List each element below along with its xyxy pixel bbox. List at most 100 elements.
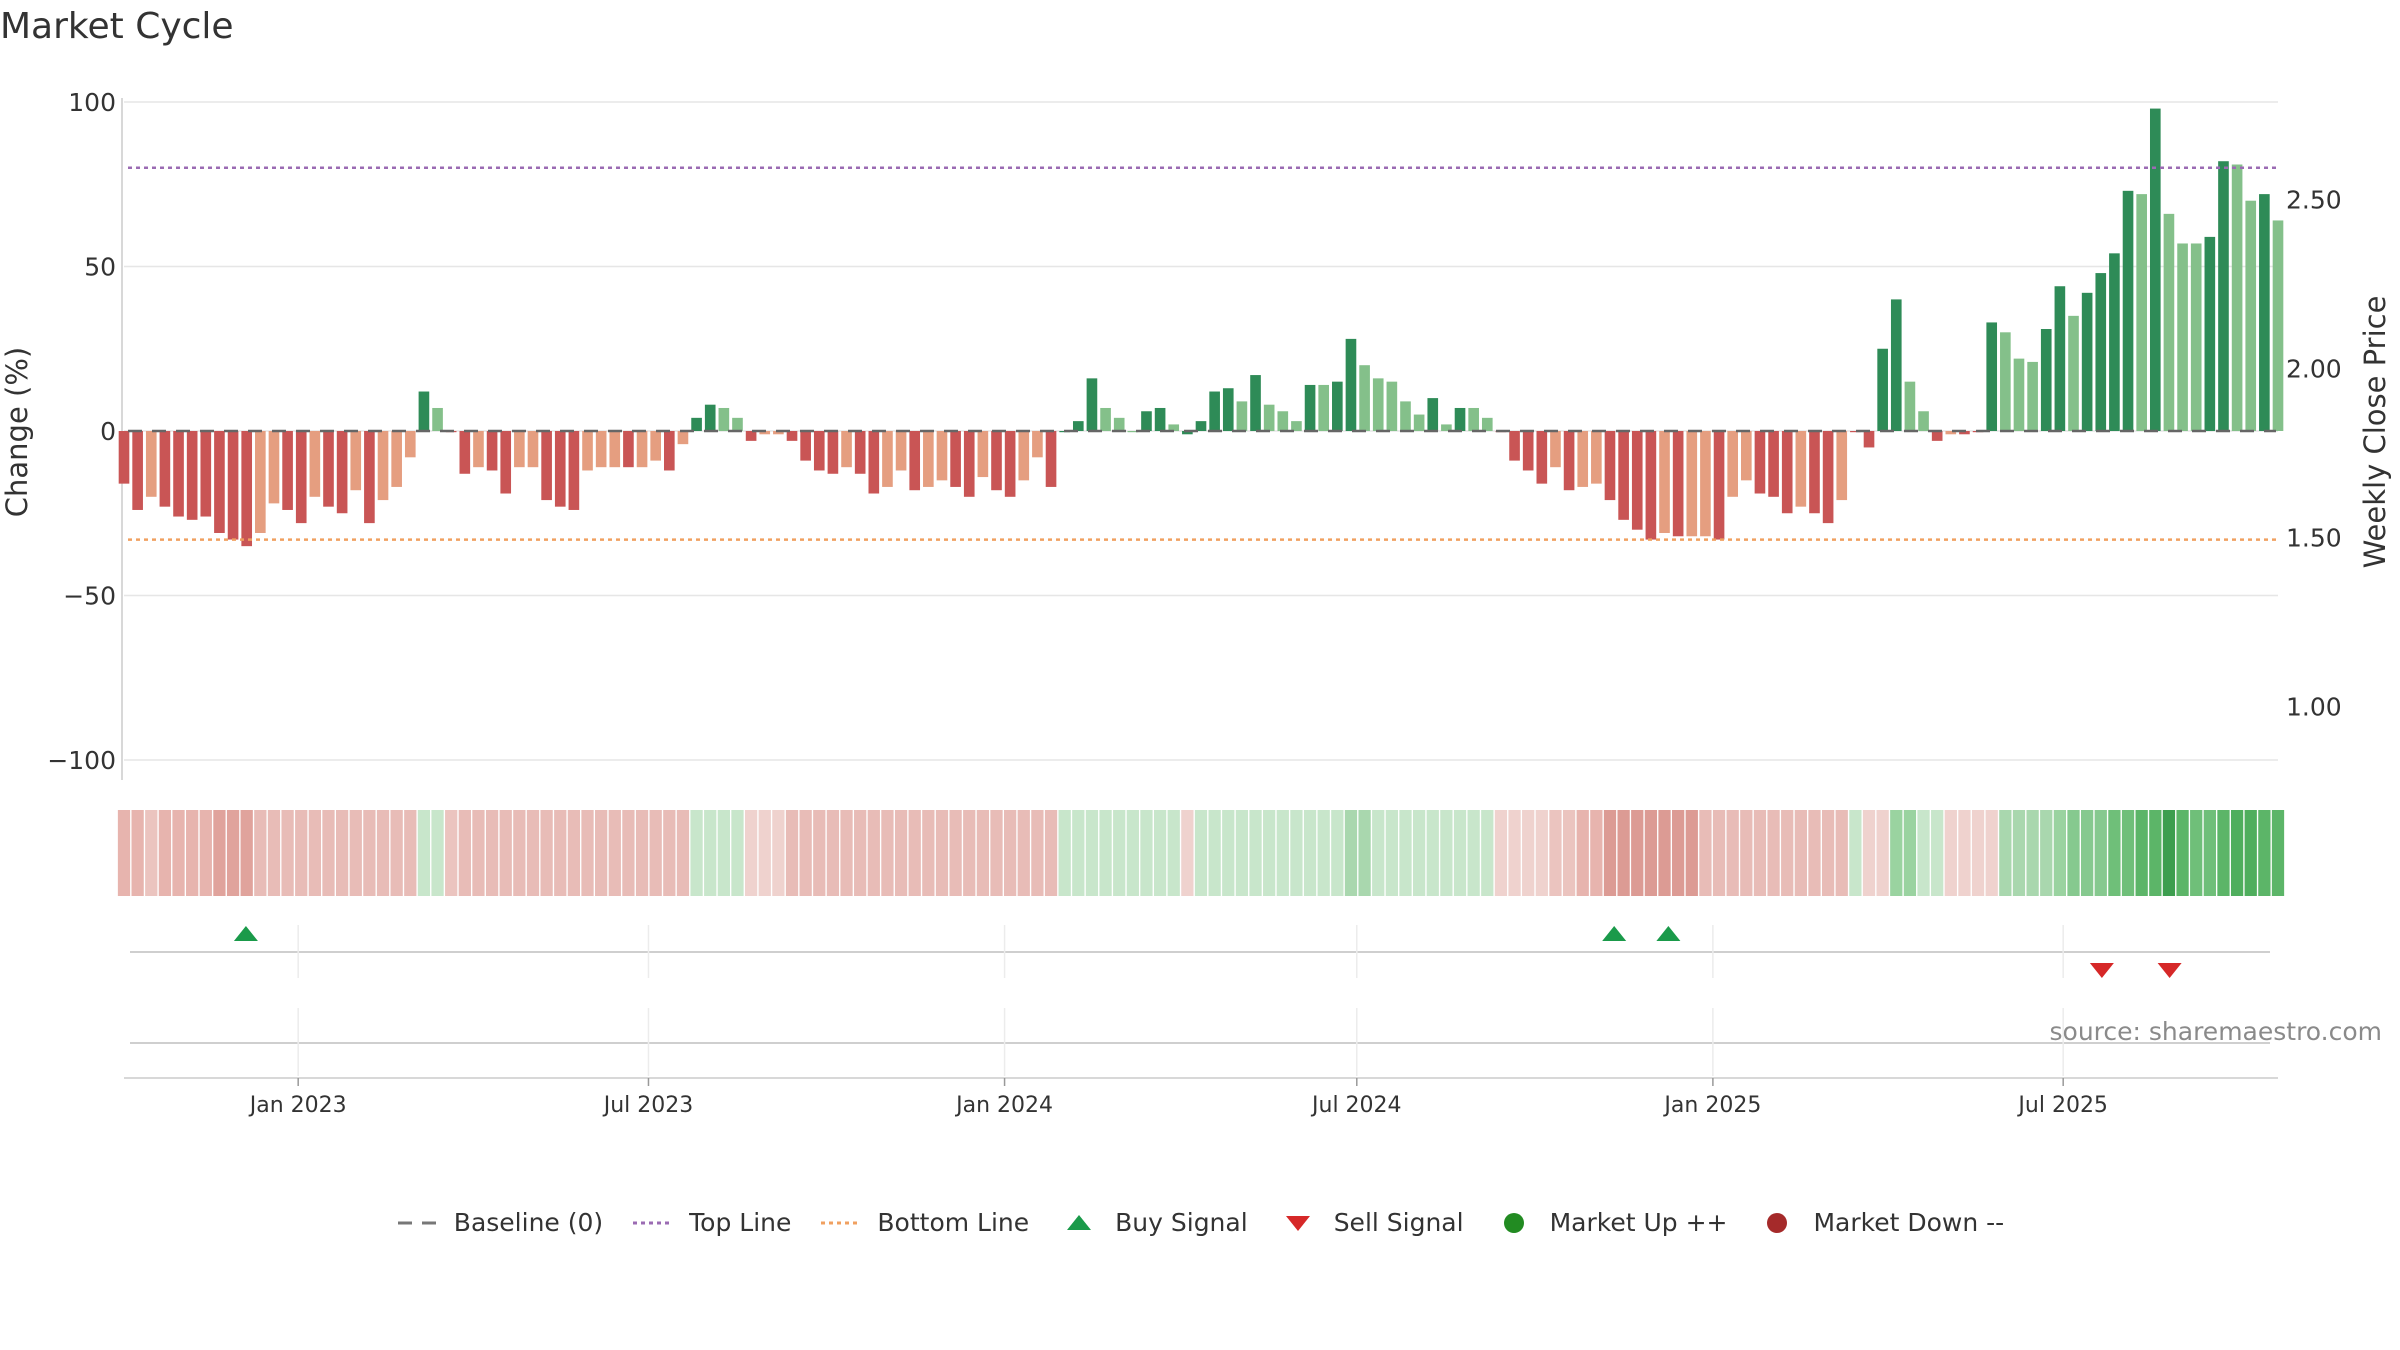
heat-cell xyxy=(254,810,267,896)
heat-cell xyxy=(949,810,962,896)
x-tick-label: Jul 2024 xyxy=(1310,1093,1402,1118)
heat-cell xyxy=(2026,810,2039,896)
change-bar xyxy=(418,391,430,431)
change-bar xyxy=(1509,431,1520,461)
heat-cell xyxy=(731,810,744,896)
heat-cell xyxy=(1385,810,1398,896)
heat-cell xyxy=(2230,810,2244,896)
heat-cell xyxy=(363,810,376,896)
change-bar xyxy=(1045,431,1057,487)
change-bar xyxy=(391,431,402,487)
change-bar xyxy=(2013,358,2025,431)
change-bar xyxy=(145,431,157,497)
heat-cell xyxy=(1031,810,1044,896)
change-bar xyxy=(2272,220,2284,431)
change-bar xyxy=(773,431,784,435)
y2-axis-ticks: 2.50 2.00 1.50 1.00 xyxy=(2286,186,2342,722)
change-bar xyxy=(650,431,662,461)
change-bar xyxy=(404,431,416,458)
heat-cell xyxy=(826,810,840,896)
change-bar xyxy=(1645,431,1657,540)
heat-cell xyxy=(1603,810,1617,896)
change-bar xyxy=(1727,431,1739,497)
change-bar xyxy=(936,431,948,481)
legend-label: Bottom Line xyxy=(877,1208,1030,1237)
heat-cell xyxy=(199,810,212,896)
heat-cell xyxy=(2108,810,2121,896)
heat-cell xyxy=(1958,810,1971,896)
change-bar xyxy=(2204,236,2216,431)
change-bar xyxy=(1018,431,1030,481)
legend-item: Bottom Line xyxy=(819,1208,1029,1237)
heat-cell xyxy=(1644,810,1658,896)
change-bar xyxy=(554,431,566,507)
heat-cell xyxy=(513,810,526,896)
buy-signal-marker xyxy=(1656,926,1681,941)
change-bar xyxy=(1100,407,1111,431)
change-bar xyxy=(1918,411,1929,431)
change-bar xyxy=(173,431,184,517)
change-bar xyxy=(1441,424,1452,431)
change-bar xyxy=(977,431,989,478)
heat-cell xyxy=(1426,810,1439,896)
heat-cell xyxy=(2190,810,2203,896)
heat-cell xyxy=(1535,810,1548,896)
heat-cell xyxy=(213,810,226,896)
change-bar xyxy=(1032,431,1043,458)
change-bar xyxy=(1836,431,1848,501)
change-bar xyxy=(1127,431,1139,433)
heat-cell xyxy=(335,810,349,896)
change-bar xyxy=(800,431,811,461)
y-axis-ticks: 100 50 0 −50 −100 xyxy=(47,88,116,775)
heat-cell xyxy=(1931,810,1944,896)
change-bar xyxy=(2245,200,2257,431)
change-bar xyxy=(118,431,130,484)
change-bar xyxy=(1700,431,1711,537)
change-bar xyxy=(827,431,839,474)
heat-strip xyxy=(117,810,2285,896)
change-bar xyxy=(1740,431,1752,481)
heat-cell xyxy=(1740,810,1753,896)
heat-cell xyxy=(581,810,594,896)
y2-tick-label: 2.00 xyxy=(2286,355,2342,384)
change-bar xyxy=(2068,315,2079,431)
heat-cell xyxy=(431,810,444,896)
heat-cell xyxy=(1481,810,1494,896)
change-bar xyxy=(1222,388,1234,431)
heat-cell xyxy=(499,810,512,896)
heat-cell xyxy=(376,810,390,896)
heat-cell xyxy=(1712,810,1726,896)
change-bar xyxy=(1563,431,1575,491)
change-bar xyxy=(527,431,539,468)
heat-cell xyxy=(1249,810,1262,896)
heat-cell xyxy=(267,810,281,896)
heat-cell xyxy=(908,810,921,896)
heat-cell xyxy=(1412,810,1426,896)
change-bar xyxy=(732,417,743,431)
change-bar xyxy=(813,431,825,471)
heat-cell xyxy=(744,810,758,896)
heat-cell xyxy=(1290,810,1303,896)
heat-cell xyxy=(1181,810,1194,896)
change-bar xyxy=(1481,417,1493,431)
change-bar xyxy=(1250,375,1261,431)
change-bar xyxy=(991,431,1002,491)
x-axis-ticks: Jan 2023 Jul 2023 Jan 2024 Jul 2024 Jan 2025… xyxy=(248,1078,2108,1118)
change-bar xyxy=(2095,273,2107,431)
change-bar xyxy=(1004,431,1016,497)
heat-cell xyxy=(717,810,730,896)
change-bar xyxy=(1795,431,1807,507)
heat-cell xyxy=(1944,810,1957,896)
heat-cell xyxy=(690,810,703,896)
heat-cell xyxy=(1508,810,1521,896)
change-bar xyxy=(295,431,307,524)
change-bar xyxy=(1304,384,1316,431)
heat-cell xyxy=(1331,810,1344,896)
change-bar xyxy=(350,431,362,491)
change-bar xyxy=(568,431,580,510)
heat-cell xyxy=(881,810,894,896)
x-tick-label: Jul 2025 xyxy=(2016,1093,2108,1118)
change-bar xyxy=(1536,431,1548,484)
heat-cell xyxy=(799,810,812,896)
legend-label: Top Line xyxy=(689,1208,792,1237)
